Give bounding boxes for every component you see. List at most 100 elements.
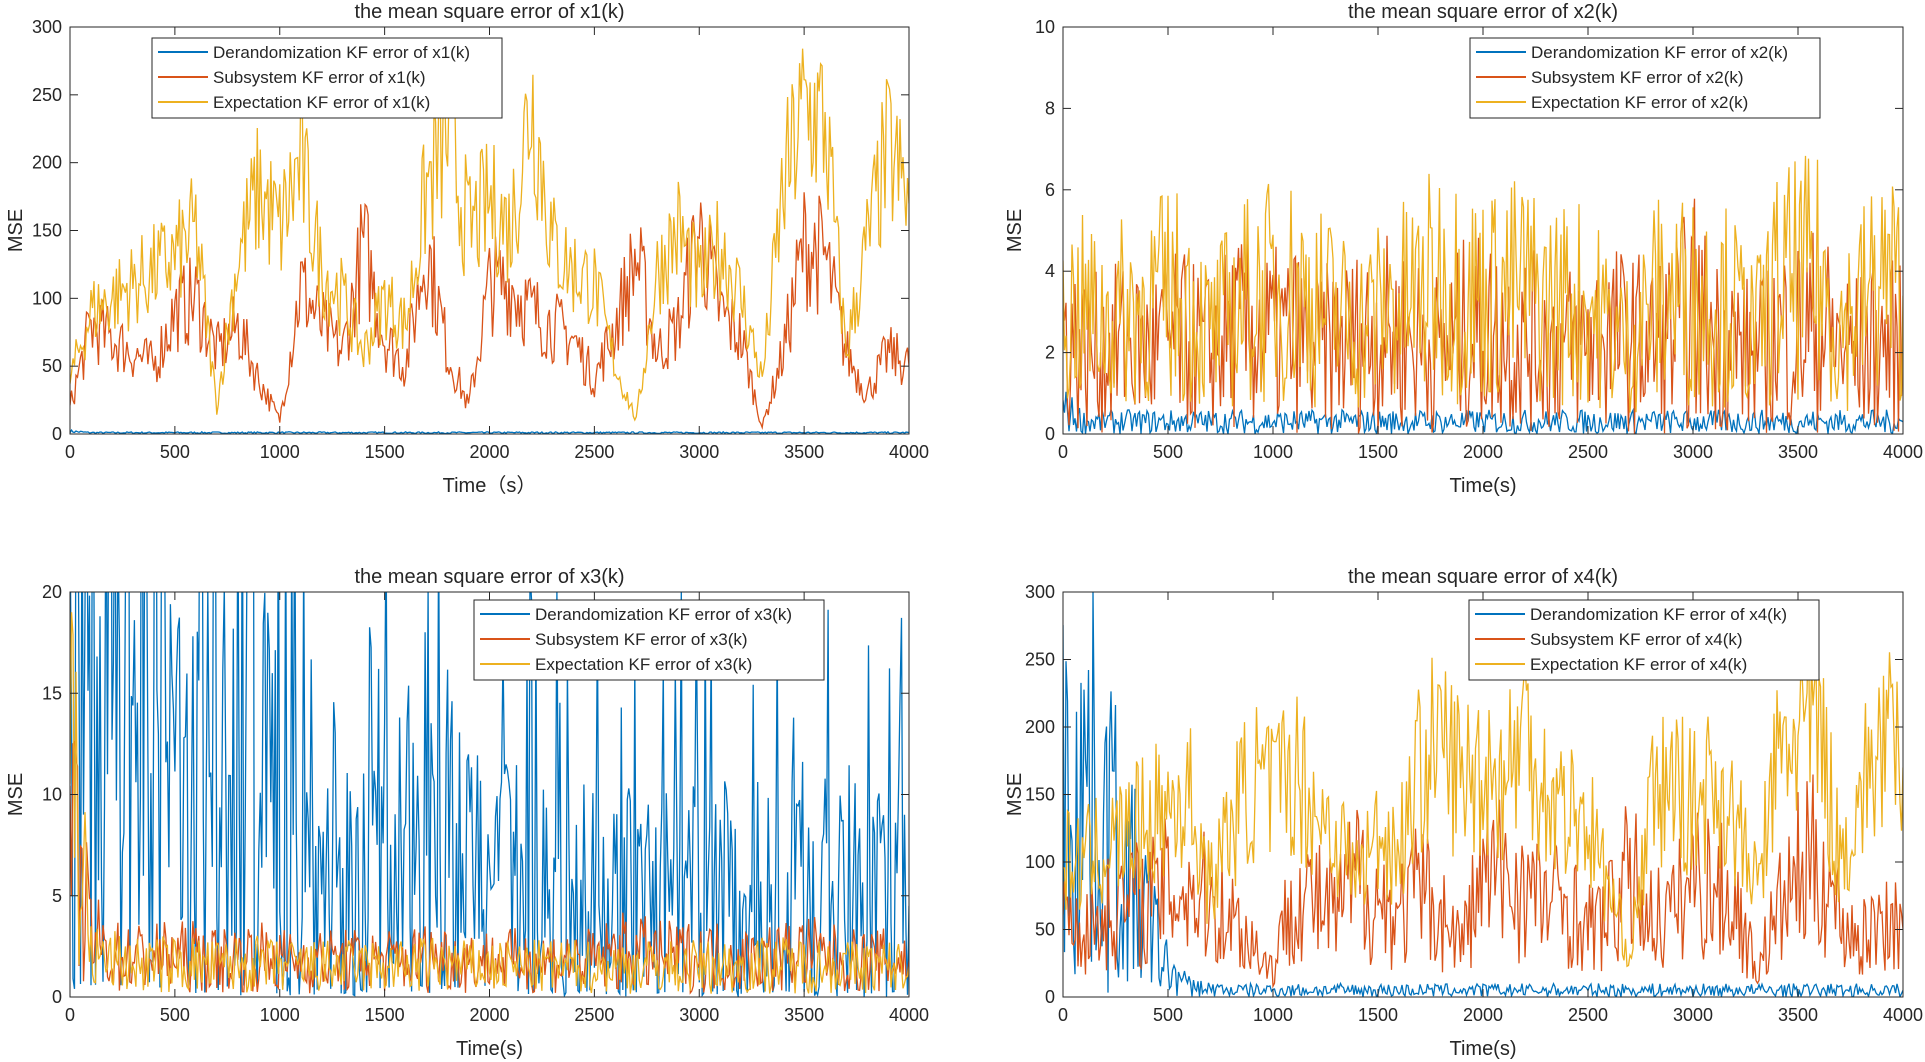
y-tick-label: 300: [32, 17, 62, 37]
series-line-3: [70, 612, 909, 994]
y-axis-label: MSE: [5, 209, 27, 252]
y-tick-label: 50: [1035, 920, 1055, 940]
y-tick-label: 0: [1045, 424, 1055, 444]
legend-label: Derandomization KF error of x2(k): [1531, 43, 1788, 62]
x-tick-label: 0: [65, 1005, 75, 1025]
x-tick-label: 3500: [784, 442, 824, 462]
y-tick-label: 6: [1045, 180, 1055, 200]
legend-label: Expectation KF error of x3(k): [535, 655, 752, 674]
series-line-1: [1063, 391, 1903, 434]
legend-label: Subsystem KF error of x1(k): [213, 68, 426, 87]
x-tick-label: 500: [1153, 442, 1183, 462]
legend-label: Subsystem KF error of x2(k): [1531, 68, 1744, 87]
x-tick-label: 500: [1153, 1005, 1183, 1025]
x-tick-label: 2000: [1463, 442, 1503, 462]
y-axis-label: MSE: [5, 773, 27, 816]
x-tick-label: 0: [1058, 1005, 1068, 1025]
x-tick-label: 3000: [1673, 1005, 1713, 1025]
y-tick-label: 100: [1025, 852, 1055, 872]
series-line-3: [1063, 620, 1903, 968]
x-tick-label: 2000: [1463, 1005, 1503, 1025]
x-tick-label: 0: [1058, 442, 1068, 462]
x-tick-label: 3000: [1673, 442, 1713, 462]
x-tick-label: 2500: [574, 442, 614, 462]
subplot-4: 0 500 1000 1500 2000 2500 3000 3500 4000 0 50 100 15…: [1004, 566, 1923, 1060]
x-tick-label: 3500: [1778, 442, 1818, 462]
legend-label: Derandomization KF error of x1(k): [213, 43, 470, 62]
y-tick-label: 200: [1025, 717, 1055, 737]
x-axis-label: Time(s): [1449, 1038, 1516, 1060]
legend-label: Expectation KF error of x4(k): [1530, 655, 1747, 674]
series-line-3: [1063, 155, 1903, 413]
y-tick-label: 300: [1025, 582, 1055, 602]
x-tick-label: 0: [65, 442, 75, 462]
series-line-1: [70, 592, 909, 997]
subplot-2: 0 500 1000 1500 2000 2500 3000 3500 4000 0 2 4 6 8 10 t…: [1004, 1, 1923, 497]
y-tick-label: 15: [42, 683, 62, 703]
y-axis-label: MSE: [1004, 209, 1026, 252]
series-line-2: [70, 739, 909, 995]
series-line-3: [70, 48, 909, 422]
y-tick-label: 250: [32, 85, 62, 105]
legend-label: Subsystem KF error of x3(k): [535, 630, 748, 649]
x-tick-label: 2500: [1568, 1005, 1608, 1025]
subplot-1: 0 500 1000 1500 2000 2500 3000 3500 4000 0 50 100 15…: [5, 1, 929, 497]
x-tick-label: 1000: [1253, 442, 1293, 462]
x-tick-label: 1500: [365, 442, 405, 462]
x-tick-label: 1500: [1358, 442, 1398, 462]
x-tick-label: 4000: [1883, 442, 1923, 462]
y-tick-label: 2: [1045, 343, 1055, 363]
legend: Derandomization KF error of x4(k) Subsyst…: [1468, 599, 1820, 681]
y-tick-label: 250: [1025, 650, 1055, 670]
x-tick-label: 3500: [1778, 1005, 1818, 1025]
y-axis-label: MSE: [1004, 773, 1026, 816]
y-tick-label: 150: [1025, 785, 1055, 805]
y-tick-label: 8: [1045, 98, 1055, 118]
x-tick-label: 2000: [469, 1005, 509, 1025]
y-tick-label: 200: [32, 153, 62, 173]
y-tick-label: 100: [32, 288, 62, 308]
y-tick-label: 5: [52, 886, 62, 906]
legend-box: [151, 37, 503, 119]
x-tick-label: 3000: [679, 442, 719, 462]
x-tick-label: 1500: [1358, 1005, 1398, 1025]
y-tick-label: 50: [42, 356, 62, 376]
x-tick-label: 1500: [365, 1005, 405, 1025]
chart-title: the mean square error of x1(k): [354, 1, 624, 23]
chart-title: the mean square error of x4(k): [1348, 566, 1618, 588]
legend-label: Expectation KF error of x2(k): [1531, 93, 1748, 112]
series-line-1: [1063, 592, 1903, 997]
x-tick-label: 1000: [260, 442, 300, 462]
x-axis-label: Time(s): [1449, 475, 1516, 497]
legend-box: [1468, 599, 1820, 681]
subplot-3: 0 500 1000 1500 2000 2500 3000 3500 4000 0 5 10 15 20…: [5, 566, 929, 1060]
legend-label: Subsystem KF error of x4(k): [1530, 630, 1743, 649]
y-tick-label: 20: [42, 582, 62, 602]
x-tick-label: 3000: [679, 1005, 719, 1025]
x-tick-label: 1000: [260, 1005, 300, 1025]
y-tick-label: 0: [1045, 987, 1055, 1007]
legend: Derandomization KF error of x1(k) Subsyst…: [151, 37, 503, 119]
x-axis-label: Time(s): [456, 1038, 523, 1060]
y-tick-label: 0: [52, 424, 62, 444]
legend-label: Expectation KF error of x1(k): [213, 93, 430, 112]
legend: Derandomization KF error of x3(k) Subsyst…: [473, 599, 825, 681]
y-tick-label: 10: [42, 785, 62, 805]
chart-title: the mean square error of x2(k): [1348, 1, 1618, 23]
x-tick-label: 4000: [1883, 1005, 1923, 1025]
x-tick-label: 2500: [574, 1005, 614, 1025]
x-tick-label: 500: [160, 1005, 190, 1025]
y-tick-label: 150: [32, 221, 62, 241]
y-tick-label: 4: [1045, 261, 1055, 281]
legend-label: Derandomization KF error of x3(k): [535, 605, 792, 624]
x-tick-label: 500: [160, 442, 190, 462]
x-tick-label: 3500: [784, 1005, 824, 1025]
chart-title: the mean square error of x3(k): [354, 566, 624, 588]
x-tick-label: 4000: [889, 442, 929, 462]
y-tick-label: 10: [1035, 17, 1055, 37]
legend-box: [1469, 37, 1821, 119]
legend-label: Derandomization KF error of x4(k): [1530, 605, 1787, 624]
x-tick-label: 2000: [469, 442, 509, 462]
x-tick-label: 4000: [889, 1005, 929, 1025]
legend: Derandomization KF error of x2(k) Subsyst…: [1469, 37, 1821, 119]
